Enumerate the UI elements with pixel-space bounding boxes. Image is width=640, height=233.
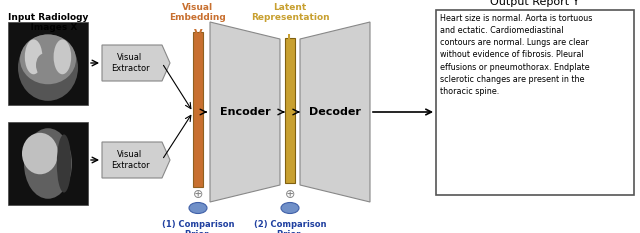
Ellipse shape [24,128,72,199]
Ellipse shape [57,134,71,192]
Text: Heart size is normal. Aorta is tortuous
and ectatic. Cardiomediastinal
contours : Heart size is normal. Aorta is tortuous … [440,14,593,96]
Ellipse shape [18,34,78,101]
Bar [193,32,203,187]
Text: Input Radiology
    Images X: Input Radiology Images X [8,13,88,32]
Text: ⊕: ⊕ [285,188,295,202]
Polygon shape [210,22,280,202]
Polygon shape [300,22,370,202]
Ellipse shape [189,202,207,213]
Ellipse shape [22,133,58,174]
Text: ⊕: ⊕ [193,188,204,202]
Polygon shape [102,45,170,81]
Ellipse shape [281,202,299,213]
Bar [285,38,295,183]
Text: L: L [287,34,294,44]
Text: (2) Comparison
Prior: (2) Comparison Prior [253,220,326,233]
Text: Visual
Extractor: Visual Extractor [111,53,149,73]
Bar [436,10,634,195]
Text: Output Report Y: Output Report Y [490,0,580,7]
Text: Visual
Extractor: Visual Extractor [111,150,149,170]
Polygon shape [102,142,170,178]
Text: Decoder: Decoder [309,107,361,117]
Bar [8,22,88,105]
Text: V: V [194,29,202,39]
Ellipse shape [36,54,52,77]
Ellipse shape [20,34,76,84]
Text: (1) Comparison
Prior: (1) Comparison Prior [162,220,234,233]
Bar [8,122,88,205]
Ellipse shape [25,39,42,74]
Text: Visual
Embedding: Visual Embedding [170,3,227,22]
Text: Encoder: Encoder [220,107,270,117]
Text: Latent
Representation: Latent Representation [251,3,330,22]
Ellipse shape [54,39,71,74]
